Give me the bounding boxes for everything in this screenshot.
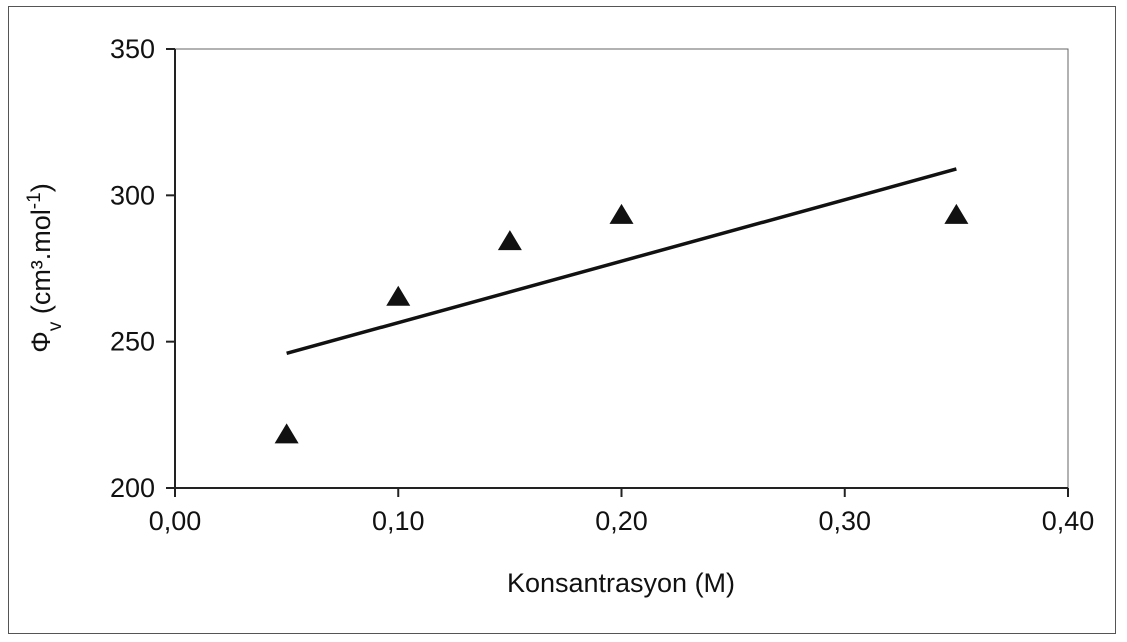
data-point-triangle (386, 285, 411, 306)
y-tick-label: 300 (110, 180, 155, 210)
x-tick-label: 0,40 (1042, 506, 1095, 536)
x-tick-label: 0,20 (595, 506, 648, 536)
data-point-triangle (609, 203, 634, 224)
y-axis-title-unit: (cm³.mol (26, 209, 56, 321)
y-axis-title-close: ) (26, 183, 56, 192)
y-tick-label: 350 (110, 34, 155, 64)
y-axis-title-sup: -1 (24, 192, 45, 209)
data-point-triangle (497, 230, 522, 251)
y-tick-label: 200 (110, 473, 155, 503)
data-points (274, 203, 969, 444)
y-tick-label: 250 (110, 327, 155, 357)
y-axis-title-sub: v (45, 321, 66, 331)
data-point-triangle (274, 423, 299, 444)
data-point-triangle (944, 203, 969, 224)
y-ticks: 200 250 300 350 (110, 34, 175, 503)
chart-frame (8, 6, 1116, 634)
y-axis-title-prefix: Φ (26, 331, 56, 353)
trendline (286, 167, 957, 356)
trendline-group (286, 167, 957, 356)
y-axis-title: Φv (cm³.mol-1) (24, 183, 66, 352)
plot-area (174, 48, 1069, 489)
x-tick-label: 0,10 (372, 506, 425, 536)
x-tick-label: 0,30 (818, 506, 871, 536)
x-ticks: 0,00 0,10 0,20 0,30 0,40 (149, 488, 1095, 536)
x-axis-title: Konsantrasyon (M) (507, 568, 735, 598)
x-tick-label: 0,00 (149, 506, 202, 536)
